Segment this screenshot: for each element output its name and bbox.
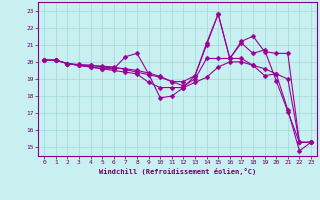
X-axis label: Windchill (Refroidissement éolien,°C): Windchill (Refroidissement éolien,°C) [99, 168, 256, 175]
